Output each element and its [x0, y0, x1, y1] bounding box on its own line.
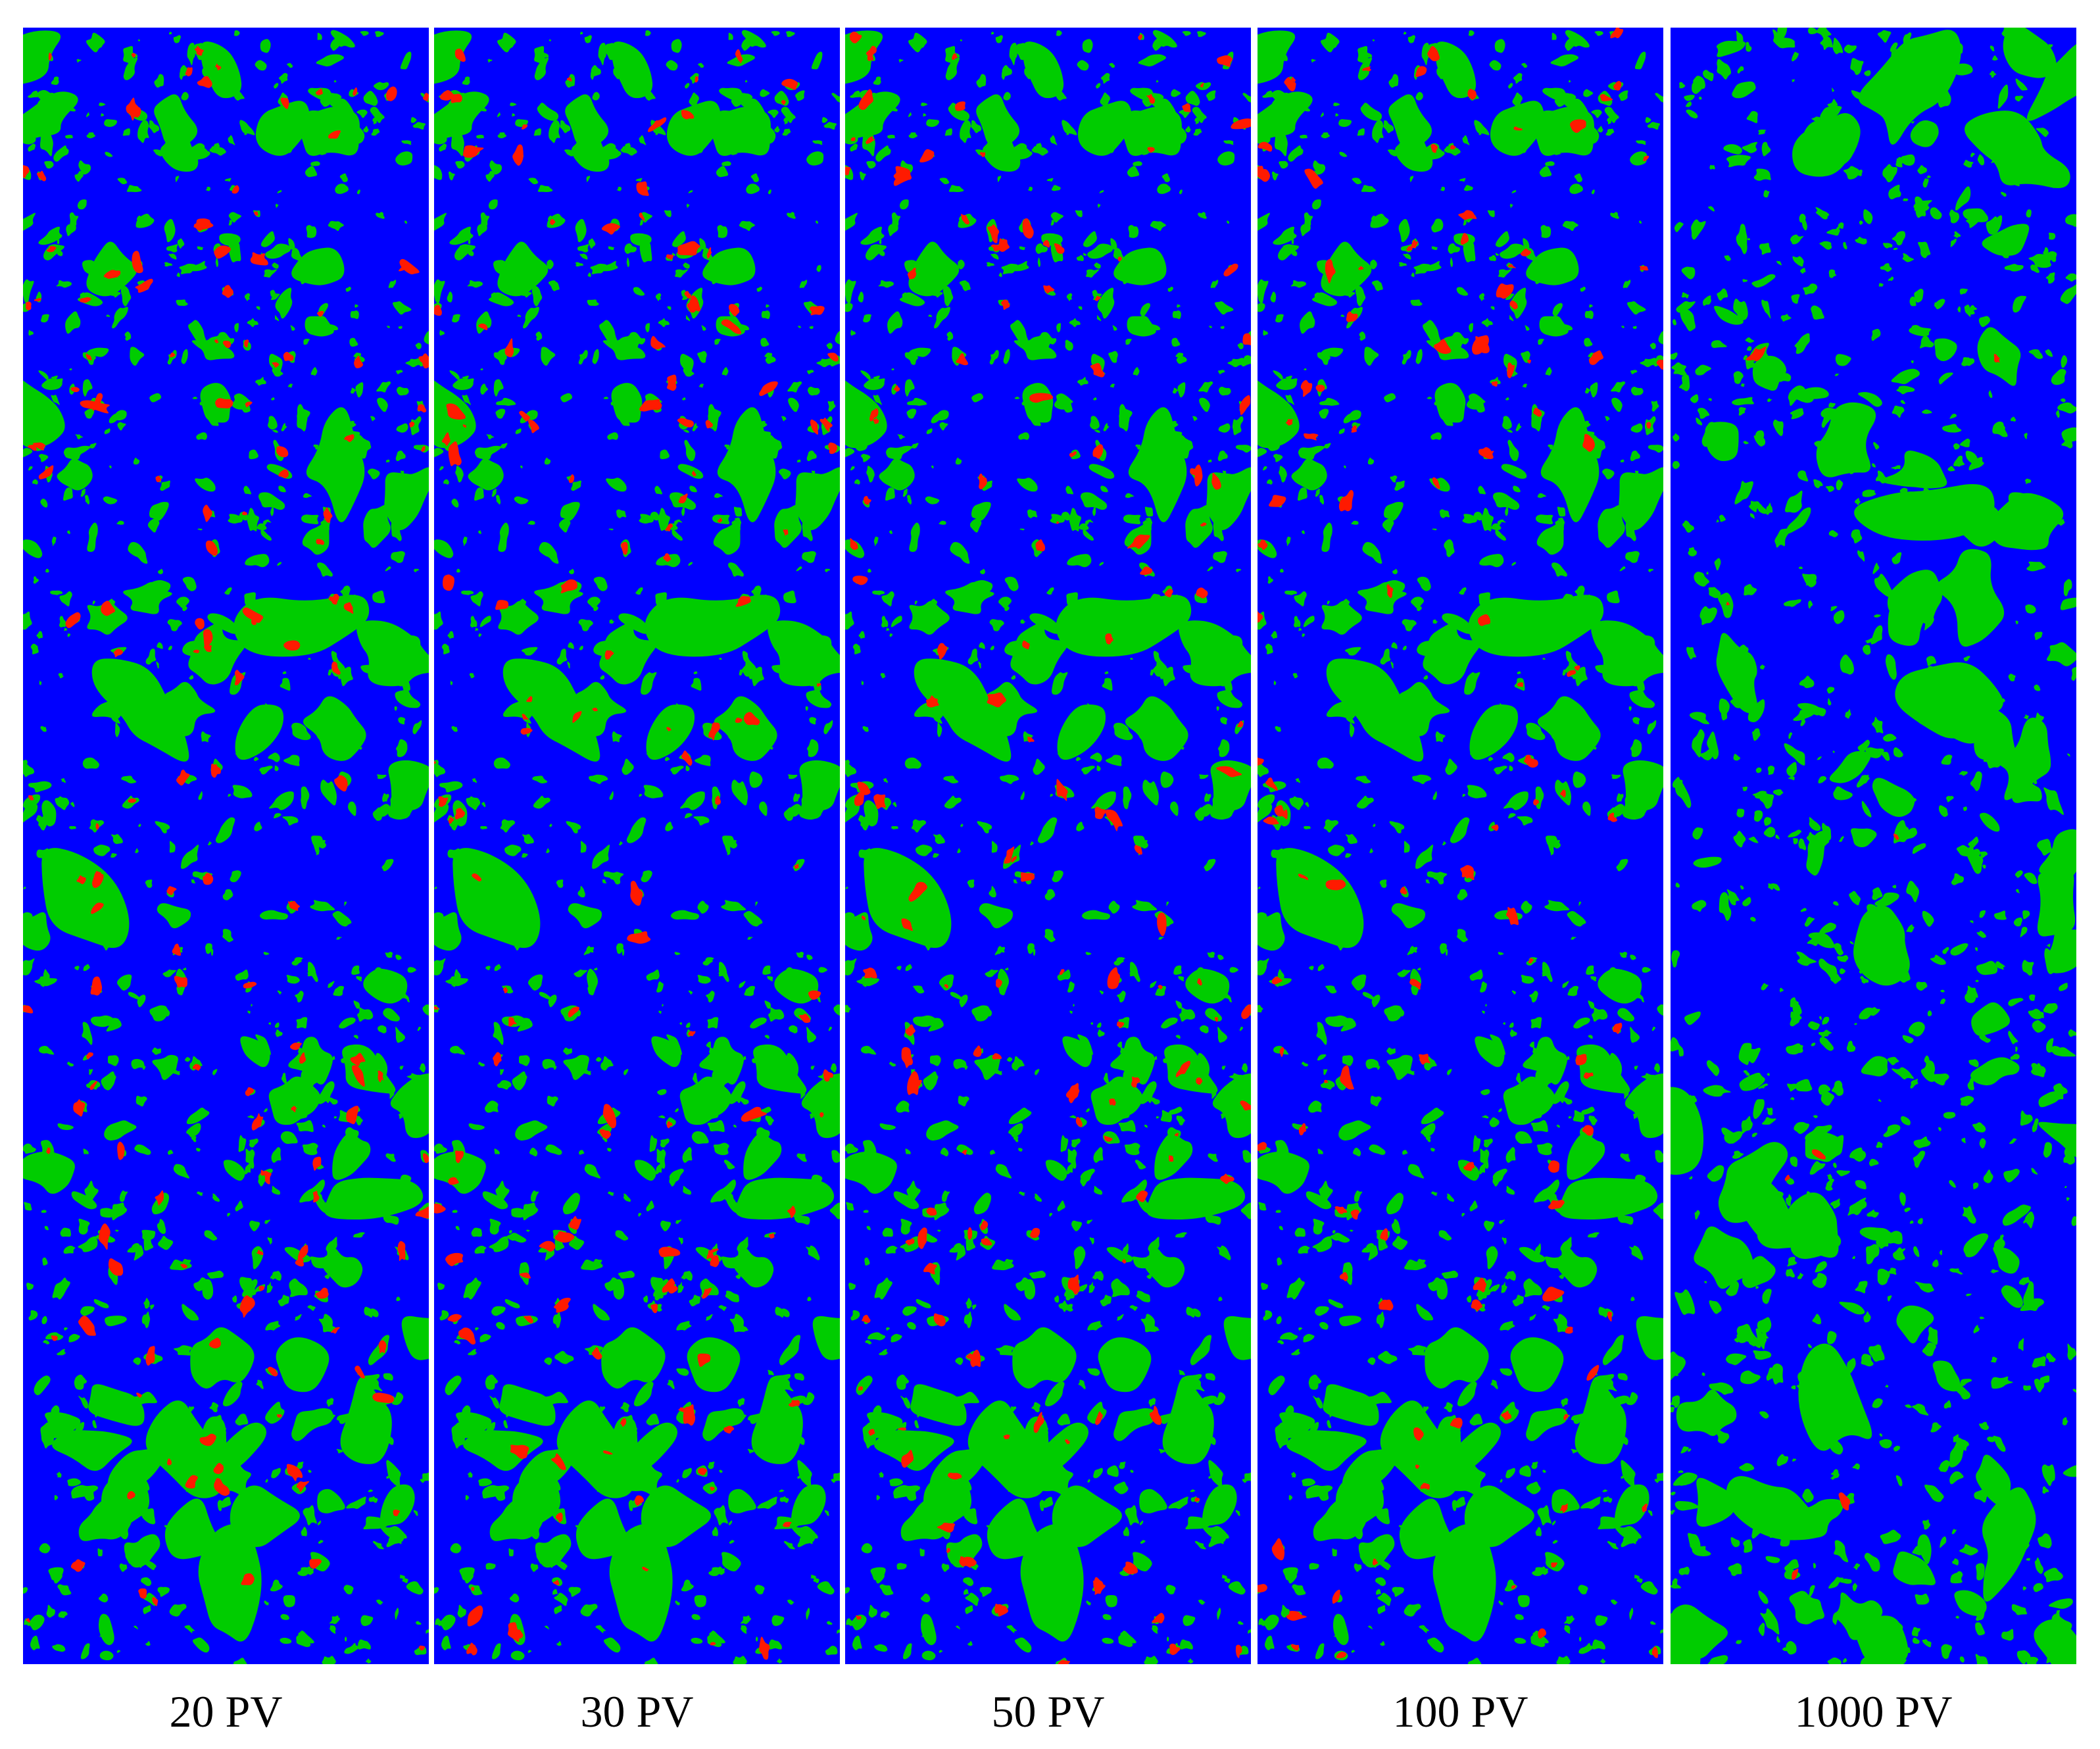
green-phase-group: [1258, 30, 1663, 1664]
panel-image-100-pv: [1258, 28, 1663, 1664]
panel-1000-pv: [1671, 28, 2076, 1664]
panel-label-20-pv: 20 PV: [169, 1687, 283, 1737]
panel-image-20-pv: [23, 28, 429, 1664]
panel-label-1000-pv: 1000 PV: [1794, 1687, 1953, 1737]
red-phase-group: [1726, 346, 2000, 1580]
panel-label-100-pv: 100 PV: [1392, 1687, 1528, 1737]
panel-100-pv: [1258, 28, 1663, 1664]
panel-50-pv: [845, 28, 1251, 1664]
panel-label-50-pv: 50 PV: [991, 1687, 1105, 1737]
panel-image-1000-pv: [1671, 28, 2076, 1664]
green-phase-group: [1671, 28, 2076, 1664]
panel-image-30-pv: [434, 28, 840, 1664]
red-phase-group: [845, 32, 1251, 1664]
panel-image-50-pv: [845, 28, 1251, 1664]
panel-label-30-pv: 30 PV: [580, 1687, 694, 1737]
red-phase-group: [434, 48, 839, 1660]
green-phase-group: [23, 30, 429, 1664]
red-phase-group: [1258, 28, 1663, 1659]
panel-20-pv: [23, 28, 429, 1664]
red-phase-group: [23, 45, 429, 1651]
green-phase-group: [434, 30, 840, 1664]
panel-30-pv: [434, 28, 840, 1664]
